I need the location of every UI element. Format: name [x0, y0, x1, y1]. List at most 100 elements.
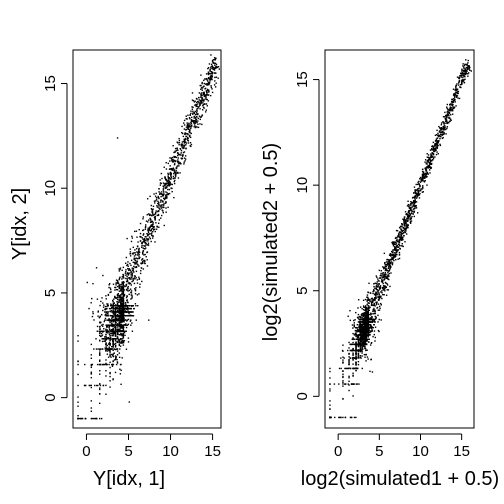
- data-point: [118, 343, 121, 346]
- data-point: [364, 326, 366, 329]
- data-point: [141, 259, 143, 261]
- data-point: [96, 298, 99, 300]
- data-point: [112, 330, 114, 333]
- data-point: [434, 148, 436, 151]
- data-point: [359, 332, 361, 334]
- data-point: [187, 127, 189, 129]
- data-point: [407, 215, 409, 217]
- data-point: [366, 296, 368, 298]
- data-point: [329, 367, 331, 370]
- data-point: [394, 248, 397, 251]
- data-point: [181, 155, 184, 157]
- data-point: [467, 72, 470, 74]
- data-point: [434, 150, 436, 152]
- data-point: [166, 186, 168, 188]
- data-point: [158, 188, 160, 190]
- data-point: [172, 167, 174, 170]
- data-point: [110, 303, 112, 305]
- data-point: [214, 57, 216, 59]
- data-point: [212, 66, 214, 68]
- data-point: [367, 324, 369, 326]
- data-point: [151, 213, 154, 215]
- data-point: [121, 321, 123, 323]
- data-point: [187, 125, 189, 127]
- data-point: [364, 343, 366, 346]
- data-point: [384, 287, 386, 289]
- data-point: [129, 262, 131, 265]
- data-point: [421, 186, 424, 189]
- data-point: [121, 325, 123, 327]
- data-point: [412, 205, 415, 207]
- data-point: [375, 275, 378, 277]
- data-point: [122, 302, 125, 304]
- data-point: [370, 313, 373, 315]
- y-tick-label: 5: [42, 289, 59, 297]
- data-point: [177, 142, 179, 144]
- data-point: [188, 130, 191, 132]
- data-point: [429, 161, 432, 163]
- data-point: [116, 326, 119, 328]
- data-point: [347, 383, 349, 385]
- data-point: [408, 204, 410, 206]
- data-point: [118, 317, 121, 320]
- data-point: [128, 276, 131, 279]
- data-point: [142, 260, 145, 262]
- data-point: [403, 219, 405, 222]
- data-point: [455, 94, 458, 97]
- data-point: [163, 198, 166, 201]
- data-point: [175, 173, 177, 176]
- data-point: [162, 188, 165, 190]
- data-point: [203, 92, 205, 94]
- data-point: [145, 236, 147, 238]
- data-point: [114, 289, 116, 291]
- data-point: [95, 417, 97, 420]
- data-point: [112, 303, 114, 306]
- data-point: [131, 237, 134, 239]
- data-point: [209, 73, 212, 75]
- data-point: [117, 282, 120, 285]
- data-point: [121, 317, 123, 320]
- data-point: [203, 95, 206, 98]
- data-point: [136, 260, 138, 263]
- data-point: [425, 163, 427, 165]
- data-point: [455, 91, 458, 94]
- data-point: [352, 352, 354, 354]
- data-point: [401, 230, 403, 232]
- data-point: [112, 324, 115, 327]
- data-point: [178, 137, 180, 140]
- data-point: [121, 282, 123, 285]
- data-point: [369, 344, 372, 346]
- data-point: [388, 254, 391, 256]
- data-point: [429, 163, 431, 166]
- data-point: [167, 172, 169, 175]
- data-point: [122, 316, 125, 318]
- data-point: [150, 204, 153, 207]
- data-point: [175, 171, 177, 174]
- data-point: [187, 142, 190, 144]
- data-point: [381, 281, 384, 283]
- data-point: [179, 153, 181, 156]
- data-points-left: [77, 54, 220, 420]
- data-point: [139, 235, 141, 238]
- data-point: [396, 240, 399, 242]
- data-point: [140, 267, 143, 269]
- data-point: [97, 315, 99, 317]
- data-point: [348, 353, 350, 355]
- data-point: [189, 114, 191, 117]
- data-point: [99, 370, 101, 372]
- data-point: [96, 384, 98, 387]
- data-point: [146, 233, 148, 235]
- data-point: [137, 241, 139, 243]
- data-point: [106, 303, 108, 305]
- data-point: [359, 342, 362, 345]
- data-point: [135, 230, 138, 232]
- data-point: [212, 72, 214, 74]
- data-point: [196, 113, 198, 116]
- data-point: [407, 220, 409, 222]
- data-point: [417, 194, 419, 196]
- data-point: [133, 258, 135, 260]
- data-point: [342, 356, 344, 358]
- data-point: [183, 142, 186, 144]
- data-point: [172, 175, 175, 178]
- data-point: [340, 367, 342, 370]
